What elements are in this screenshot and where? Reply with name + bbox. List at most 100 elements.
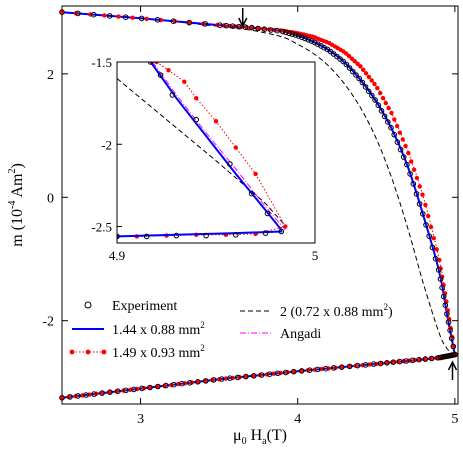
main-experiment-marker bbox=[384, 360, 390, 366]
main-experiment-marker bbox=[350, 68, 356, 75]
main-red-marker bbox=[389, 110, 394, 116]
inset-y-tick-label: -2.5 bbox=[91, 220, 112, 235]
main-experiment-marker bbox=[202, 21, 208, 27]
main-red-marker bbox=[403, 143, 408, 149]
legend-label: 2 (0.72 x 0.88 mm2) bbox=[280, 302, 393, 320]
main-experiment-marker bbox=[308, 38, 315, 44]
main-experiment-marker bbox=[186, 19, 193, 26]
main-experiment-marker bbox=[123, 387, 129, 394]
inset-experiment-marker bbox=[262, 230, 269, 236]
inset-experiment-marker bbox=[203, 232, 209, 239]
main-red-marker bbox=[423, 356, 428, 362]
main-experiment-marker bbox=[179, 380, 185, 387]
main-red-marker bbox=[363, 71, 369, 76]
main-experiment-marker bbox=[59, 395, 65, 401]
main-experiment-marker bbox=[377, 360, 384, 367]
main-experiment-marker bbox=[353, 72, 359, 78]
main-experiment-marker bbox=[75, 10, 81, 17]
main-red-marker bbox=[367, 362, 372, 367]
inset-x-tick-label: 5 bbox=[312, 248, 319, 263]
main-experiment-marker bbox=[302, 35, 308, 42]
main-experiment-marker bbox=[83, 392, 89, 398]
x-axis-label: μ0 Ha(T) bbox=[233, 427, 287, 447]
main-experiment-marker bbox=[259, 372, 265, 378]
inset-experiment-marker bbox=[157, 72, 164, 78]
legend-item-experiment: Experiment bbox=[84, 299, 177, 314]
inset-curves bbox=[117, 62, 288, 240]
main-red-marker bbox=[319, 366, 324, 372]
main-experiment-marker bbox=[397, 146, 404, 153]
main-experiment-marker bbox=[249, 24, 255, 31]
main-red-marker bbox=[434, 355, 439, 361]
main-experiment-marker bbox=[147, 384, 153, 391]
main-red-marker bbox=[383, 100, 388, 106]
main-experiment-marker bbox=[163, 382, 169, 389]
main-experiment-marker bbox=[435, 267, 442, 273]
main-experiment-marker bbox=[211, 377, 217, 383]
main-experiment-marker bbox=[171, 381, 177, 388]
main-experiment-marker bbox=[286, 30, 293, 37]
main-red-marker bbox=[144, 16, 149, 22]
y-tick-label: 0 bbox=[47, 191, 54, 206]
inset-red-marker bbox=[182, 79, 187, 84]
inset-plot-frame bbox=[116, 61, 316, 244]
main-experiment-marker bbox=[435, 355, 441, 361]
main-red-marker bbox=[400, 137, 405, 142]
direction-arrows bbox=[238, 8, 458, 380]
main-red-marker bbox=[409, 159, 414, 164]
legend-item-1-49-x-0-93-mm2: 1.49 x 0.93 mm2 bbox=[69, 343, 205, 361]
main-red-marker bbox=[255, 26, 261, 31]
main-experiment-marker bbox=[450, 343, 457, 350]
main-experiment-marker bbox=[290, 368, 297, 375]
main-experiment-marker bbox=[359, 79, 366, 86]
inset-experiment-marker bbox=[264, 210, 271, 217]
main-experiment-marker bbox=[346, 363, 353, 370]
main-red-marker bbox=[271, 371, 276, 376]
main-experiment-marker bbox=[369, 92, 375, 99]
main-red-marker bbox=[395, 359, 401, 364]
main-experiment-marker bbox=[362, 362, 369, 368]
main-experiment-marker bbox=[268, 27, 274, 33]
y-axis-label: m (10-4 Am2) bbox=[7, 163, 26, 247]
main-experiment-marker bbox=[155, 383, 161, 390]
main-experiment-marker bbox=[444, 311, 450, 317]
inset-experiment-marker bbox=[233, 232, 239, 238]
inset-series-line-red-upper bbox=[156, 62, 286, 227]
main-red-marker bbox=[352, 59, 357, 64]
main-experiment-marker bbox=[445, 319, 452, 325]
main-red-marker bbox=[420, 192, 425, 197]
main-experiment-marker bbox=[413, 191, 420, 197]
main-experiment-marker bbox=[422, 356, 429, 362]
main-experiment-marker bbox=[447, 327, 453, 334]
main-experiment-marker bbox=[410, 181, 417, 187]
main-red-marker bbox=[172, 19, 178, 24]
main-red-marker bbox=[346, 53, 352, 59]
inset-red-marker bbox=[233, 145, 238, 150]
main-experiment-marker bbox=[170, 18, 177, 25]
main-red-marker bbox=[59, 395, 65, 400]
main-experiment-marker bbox=[243, 373, 249, 380]
main-experiment-marker bbox=[365, 88, 372, 95]
main-experiment-marker bbox=[274, 27, 281, 34]
main-experiment-marker bbox=[75, 393, 81, 399]
x-tick-label: 3 bbox=[137, 412, 144, 427]
main-experiment-marker bbox=[314, 366, 321, 373]
main-experiment-marker bbox=[306, 367, 313, 374]
main-red-marker bbox=[107, 390, 113, 395]
main-experiment-marker bbox=[439, 284, 445, 291]
main-experiment-marker bbox=[407, 171, 413, 177]
main-experiment-marker bbox=[429, 244, 436, 251]
main-experiment-marker bbox=[106, 13, 113, 19]
main-experiment-marker bbox=[346, 65, 353, 71]
main-experiment-marker bbox=[305, 37, 312, 43]
inset-experiment-marker bbox=[278, 228, 285, 235]
legend-marker-red bbox=[101, 349, 107, 355]
main-red-marker bbox=[369, 78, 374, 83]
main-red-marker bbox=[130, 15, 135, 20]
main-red-marker bbox=[417, 184, 422, 189]
legend-marker-red bbox=[85, 349, 91, 355]
inset-red-marker bbox=[166, 68, 171, 73]
main-experiment-marker bbox=[409, 357, 416, 364]
main-experiment-marker bbox=[391, 131, 398, 138]
